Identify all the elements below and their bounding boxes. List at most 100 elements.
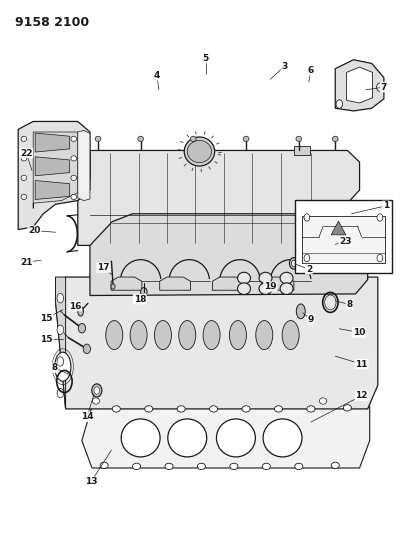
- Polygon shape: [294, 146, 310, 155]
- Polygon shape: [18, 122, 90, 230]
- Ellipse shape: [95, 136, 101, 141]
- Ellipse shape: [106, 320, 123, 350]
- Ellipse shape: [92, 398, 100, 404]
- Text: 20: 20: [28, 226, 41, 235]
- Polygon shape: [212, 277, 243, 290]
- Ellipse shape: [177, 406, 185, 412]
- Ellipse shape: [259, 283, 272, 294]
- Polygon shape: [78, 150, 360, 245]
- Ellipse shape: [21, 156, 27, 161]
- Text: 8: 8: [51, 364, 58, 372]
- Text: 15: 15: [40, 314, 53, 322]
- Ellipse shape: [111, 284, 115, 289]
- Ellipse shape: [57, 357, 64, 366]
- Ellipse shape: [332, 136, 338, 141]
- Ellipse shape: [94, 387, 100, 394]
- Ellipse shape: [210, 406, 218, 412]
- Ellipse shape: [141, 288, 147, 296]
- Ellipse shape: [296, 136, 302, 141]
- Text: 9158 2100: 9158 2100: [15, 16, 89, 29]
- Ellipse shape: [256, 320, 273, 350]
- Text: 11: 11: [356, 360, 368, 369]
- Text: 15: 15: [40, 335, 53, 344]
- Ellipse shape: [377, 214, 383, 221]
- Polygon shape: [160, 277, 191, 290]
- Polygon shape: [78, 131, 90, 200]
- Ellipse shape: [132, 463, 141, 470]
- Text: 23: 23: [339, 237, 352, 246]
- Ellipse shape: [55, 352, 71, 381]
- Text: 14: 14: [81, 413, 93, 421]
- Ellipse shape: [187, 140, 212, 163]
- Ellipse shape: [168, 419, 207, 457]
- Bar: [295, 200, 392, 273]
- Ellipse shape: [229, 320, 247, 350]
- Ellipse shape: [282, 320, 299, 350]
- Ellipse shape: [304, 254, 310, 262]
- Text: 3: 3: [282, 62, 288, 70]
- Ellipse shape: [289, 257, 298, 269]
- Polygon shape: [111, 277, 142, 290]
- Ellipse shape: [280, 272, 293, 284]
- Ellipse shape: [242, 406, 250, 412]
- Ellipse shape: [238, 272, 250, 284]
- Ellipse shape: [130, 320, 147, 350]
- Polygon shape: [90, 214, 368, 295]
- Ellipse shape: [71, 194, 76, 199]
- Ellipse shape: [179, 320, 196, 350]
- Ellipse shape: [319, 398, 327, 404]
- Ellipse shape: [376, 83, 383, 91]
- Text: 4: 4: [154, 71, 160, 80]
- Ellipse shape: [155, 320, 171, 350]
- Ellipse shape: [79, 324, 85, 333]
- Ellipse shape: [336, 100, 342, 108]
- Ellipse shape: [21, 175, 27, 181]
- Ellipse shape: [259, 272, 272, 284]
- Ellipse shape: [343, 405, 351, 411]
- Ellipse shape: [191, 136, 196, 141]
- Text: 17: 17: [97, 263, 110, 272]
- Ellipse shape: [280, 283, 293, 294]
- Ellipse shape: [262, 463, 270, 470]
- Ellipse shape: [57, 293, 64, 303]
- Polygon shape: [55, 277, 66, 409]
- Text: 16: 16: [69, 302, 81, 311]
- Ellipse shape: [100, 462, 108, 469]
- Text: 6: 6: [308, 66, 314, 75]
- Text: 1: 1: [383, 201, 389, 211]
- Ellipse shape: [304, 214, 310, 221]
- Ellipse shape: [57, 325, 64, 335]
- Polygon shape: [346, 67, 372, 103]
- Text: 12: 12: [356, 391, 368, 400]
- Text: 19: 19: [264, 282, 277, 291]
- Text: 18: 18: [134, 295, 146, 304]
- Text: 13: 13: [85, 477, 97, 486]
- Ellipse shape: [295, 463, 303, 470]
- Polygon shape: [263, 277, 294, 290]
- Polygon shape: [82, 406, 370, 468]
- Polygon shape: [33, 132, 78, 208]
- Polygon shape: [35, 157, 70, 176]
- Ellipse shape: [145, 406, 153, 412]
- Ellipse shape: [275, 406, 282, 412]
- Ellipse shape: [243, 136, 249, 141]
- Ellipse shape: [83, 344, 90, 353]
- Ellipse shape: [165, 463, 173, 470]
- Ellipse shape: [307, 406, 315, 412]
- Ellipse shape: [21, 194, 27, 199]
- Text: 2: 2: [306, 265, 312, 273]
- Ellipse shape: [331, 462, 339, 469]
- Ellipse shape: [138, 136, 143, 141]
- Text: 8: 8: [346, 300, 353, 309]
- Ellipse shape: [57, 389, 64, 398]
- Ellipse shape: [197, 463, 206, 470]
- Text: 21: 21: [20, 258, 32, 267]
- Text: 7: 7: [381, 83, 387, 92]
- Ellipse shape: [121, 419, 160, 457]
- Ellipse shape: [377, 254, 383, 262]
- Ellipse shape: [263, 419, 302, 457]
- Ellipse shape: [238, 283, 250, 294]
- Polygon shape: [35, 133, 70, 152]
- Polygon shape: [335, 60, 384, 111]
- Ellipse shape: [203, 320, 220, 350]
